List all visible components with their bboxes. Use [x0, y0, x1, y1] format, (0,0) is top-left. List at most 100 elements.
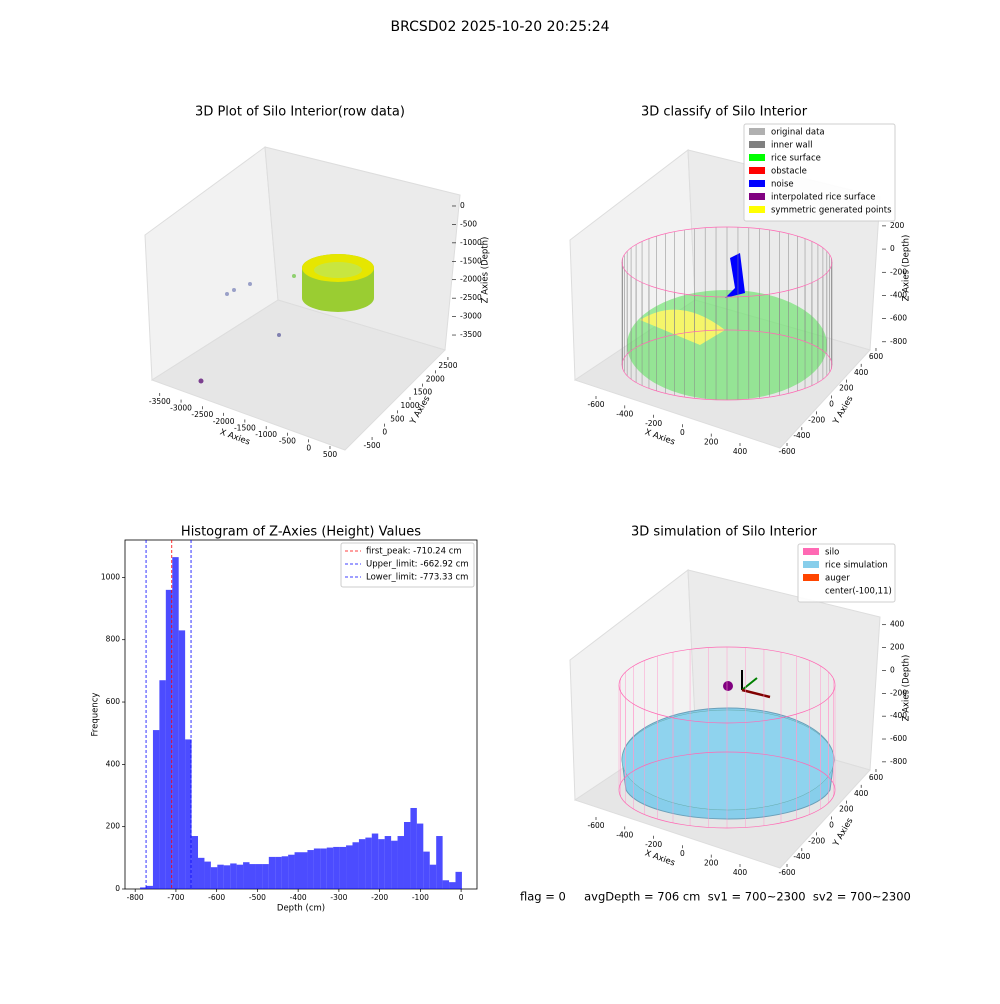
z-tick-label: -600 [890, 314, 907, 323]
bar [346, 845, 353, 889]
y-axis-label: Frequency [91, 693, 101, 737]
bar [275, 856, 282, 889]
bar [320, 848, 327, 889]
bar [449, 882, 456, 889]
bar [378, 839, 385, 889]
y-tick-label: 200 [839, 805, 854, 814]
legend-label: obstacle [771, 167, 807, 177]
subplot-title: 3D classify of Silo Interior [641, 105, 808, 120]
legend-label: center(-100,11) [825, 587, 892, 597]
bar [255, 864, 263, 889]
z-axis-label: Z Axies (Depth) [902, 655, 912, 722]
y-tick-label: 600 [869, 352, 884, 361]
footer-text: flag = 0 avgDepth = 706 cm sv1 = 700~230… [520, 890, 911, 904]
bar [352, 842, 359, 889]
x-tick-label: -600 [587, 400, 604, 409]
z-tick-label: 400 [890, 620, 905, 629]
y-tick-label: 0 [115, 884, 120, 893]
x-tick-label: -700 [167, 893, 184, 902]
legend-swatch [749, 193, 765, 200]
bar [217, 864, 224, 889]
y-tick-label: -600 [778, 868, 795, 877]
x-tick-label: 0 [306, 443, 311, 452]
legend-swatch [749, 141, 765, 148]
x-tick-label: -400 [290, 893, 307, 902]
legend-label: Upper_limit: -662.92 cm [366, 560, 469, 570]
z-tick-label: -200 [890, 688, 907, 697]
bar [204, 861, 211, 889]
bar [358, 839, 366, 889]
y-tick-label: 1000 [400, 401, 419, 410]
legend-label: rice simulation [825, 561, 888, 571]
legend-label: first_peak: -710.24 cm [366, 547, 462, 557]
legend-swatch [749, 154, 765, 161]
legend-box [797, 543, 896, 603]
x-tick-label: -1000 [255, 430, 277, 439]
x-tick-label: -400 [616, 830, 633, 839]
x-tick-label: -200 [371, 893, 388, 902]
bar [243, 862, 250, 889]
z-tick-label: -3500 [460, 330, 482, 339]
x-tick-label: 0 [680, 849, 685, 858]
x-tick-label: -100 [412, 893, 429, 902]
y-tick-label: 200 [106, 822, 121, 831]
bar [159, 680, 166, 889]
x-tick-label: -800 [127, 893, 144, 902]
bar [210, 867, 218, 889]
z-tick-label: -200 [890, 267, 907, 276]
x-tick-label: -600 [208, 893, 225, 902]
z-tick-label: 0 [890, 665, 895, 674]
x-tick-label: 0 [680, 428, 685, 437]
legend-swatch [749, 180, 765, 187]
bar [294, 852, 301, 889]
x-axis-label: Depth (cm) [277, 904, 325, 914]
x-tick-label: -400 [616, 409, 633, 418]
z-tick-label: -600 [890, 734, 907, 743]
point-cloud [621, 226, 833, 401]
bar [146, 885, 153, 889]
bar [326, 847, 334, 889]
legend-swatch [803, 561, 819, 568]
bar [172, 557, 179, 889]
z-tick-label: -1000 [460, 238, 482, 247]
bar [313, 848, 321, 889]
x-tick-label: -200 [645, 419, 662, 428]
legend-label: interpolated rice surface [771, 193, 876, 203]
figure-title: BRCSD02 2025-10-20 20:25:24 [390, 19, 609, 35]
bar [236, 864, 244, 889]
z-tick-label: -400 [890, 290, 907, 299]
legend-swatch [749, 128, 765, 135]
x-tick-label: 200 [704, 438, 719, 447]
y-tick-label: 600 [869, 773, 884, 782]
y-tick-label: 1000 [101, 572, 120, 581]
bar [249, 864, 256, 889]
legend-box [743, 123, 896, 222]
y-tick-label: 400 [106, 759, 121, 768]
bar [191, 836, 199, 889]
x-tick-label: -300 [330, 893, 347, 902]
bar [198, 857, 205, 889]
x-tick-label: -200 [645, 840, 662, 849]
bar [403, 822, 411, 889]
y-tick-label: 1500 [413, 388, 432, 397]
legend-label: noise [771, 180, 794, 190]
legend-label: rice surface [771, 154, 821, 164]
y-tick-label: -400 [793, 431, 810, 440]
y-tick-label: -600 [778, 447, 795, 456]
bar [281, 856, 289, 889]
bar [365, 837, 372, 889]
y-tick-label: 0 [829, 821, 834, 830]
legend-swatch [749, 206, 765, 213]
z-tick-label: 200 [890, 643, 905, 652]
y-tick-label: 0 [829, 400, 834, 409]
bar [333, 846, 340, 889]
z-axis-label: Z Axies (Depth) [902, 235, 912, 302]
z-tick-label: -1500 [460, 256, 482, 265]
bar [185, 739, 192, 889]
bar [230, 863, 237, 889]
z-tick-label: -500 [460, 219, 477, 228]
legend-label: symmetric generated points [771, 206, 892, 216]
legend-label: silo [825, 548, 839, 558]
x-tick-label: -3500 [149, 397, 171, 406]
